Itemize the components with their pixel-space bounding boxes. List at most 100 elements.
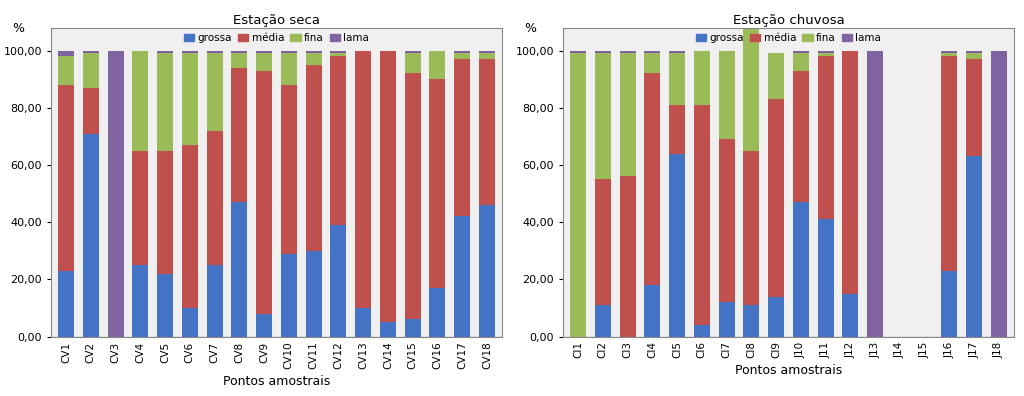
Bar — [966, 59, 982, 156]
Bar — [281, 254, 297, 337]
Bar — [743, 19, 760, 22]
Bar — [429, 79, 445, 288]
Bar — [620, 177, 636, 337]
Bar — [644, 74, 660, 285]
Bar — [479, 205, 495, 337]
Bar — [83, 133, 99, 337]
Bar — [281, 85, 297, 254]
Bar — [182, 51, 198, 53]
Bar — [83, 51, 99, 53]
Bar — [281, 51, 297, 53]
Bar — [157, 151, 173, 274]
Bar — [817, 53, 834, 56]
Bar — [843, 294, 858, 337]
Bar — [479, 59, 495, 205]
Bar — [256, 51, 272, 53]
Y-axis label: %: % — [524, 21, 537, 34]
Bar — [305, 251, 322, 337]
Bar — [305, 65, 322, 251]
Bar — [817, 51, 834, 53]
Bar — [817, 219, 834, 337]
Bar — [743, 151, 760, 305]
Bar — [182, 53, 198, 145]
Bar — [404, 51, 421, 53]
Bar — [256, 314, 272, 337]
Bar — [644, 53, 660, 74]
Bar — [620, 53, 636, 177]
Bar — [132, 151, 148, 265]
Bar — [331, 51, 346, 53]
Bar — [355, 308, 371, 337]
Bar — [281, 53, 297, 85]
Bar — [58, 51, 74, 56]
Bar — [157, 51, 173, 53]
Legend: grossa, média, fina, lama: grossa, média, fina, lama — [695, 33, 882, 43]
Bar — [207, 131, 222, 265]
Bar — [256, 53, 272, 70]
Bar — [719, 51, 734, 139]
Bar — [793, 51, 809, 53]
Bar — [694, 51, 710, 105]
Bar — [867, 51, 883, 337]
Bar — [743, 22, 760, 151]
Bar — [58, 56, 74, 85]
Bar — [331, 56, 346, 225]
Bar — [231, 53, 248, 68]
Bar — [231, 51, 248, 53]
Bar — [843, 51, 858, 294]
Bar — [231, 68, 248, 202]
Bar — [355, 51, 371, 308]
Bar — [793, 202, 809, 337]
Bar — [991, 51, 1007, 337]
Bar — [595, 305, 611, 337]
Bar — [719, 139, 734, 302]
Bar — [595, 51, 611, 53]
Bar — [454, 59, 470, 217]
Bar — [305, 51, 322, 53]
Bar — [966, 156, 982, 337]
Bar — [669, 105, 685, 154]
Bar — [768, 297, 784, 337]
Bar — [595, 53, 611, 179]
Bar — [429, 51, 445, 79]
Bar — [83, 88, 99, 133]
Bar — [380, 51, 396, 322]
Bar — [331, 53, 346, 56]
Title: Estação seca: Estação seca — [233, 13, 319, 27]
Bar — [941, 51, 957, 53]
Bar — [182, 308, 198, 337]
Bar — [719, 302, 734, 337]
Bar — [570, 53, 586, 337]
Bar — [644, 51, 660, 53]
Title: Estação chuvosa: Estação chuvosa — [732, 13, 845, 27]
Bar — [743, 305, 760, 337]
Bar — [207, 53, 222, 131]
Bar — [404, 74, 421, 320]
Bar — [694, 105, 710, 325]
Bar — [454, 53, 470, 59]
Bar — [207, 265, 222, 337]
Bar — [256, 70, 272, 314]
Bar — [380, 322, 396, 337]
Bar — [620, 51, 636, 53]
Bar — [58, 85, 74, 271]
Bar — [793, 70, 809, 202]
Bar — [404, 320, 421, 337]
Bar — [454, 51, 470, 53]
Bar — [108, 51, 124, 337]
Bar — [595, 179, 611, 305]
Bar — [157, 274, 173, 337]
Bar — [941, 271, 957, 337]
Bar — [644, 285, 660, 337]
Bar — [941, 53, 957, 56]
Bar — [132, 51, 148, 151]
Bar — [454, 217, 470, 337]
Bar — [479, 51, 495, 53]
Bar — [207, 51, 222, 53]
Y-axis label: %: % — [12, 21, 25, 34]
Bar — [157, 53, 173, 151]
Bar — [817, 56, 834, 219]
Legend: grossa, média, fina, lama: grossa, média, fina, lama — [183, 33, 370, 43]
Bar — [768, 53, 784, 99]
Bar — [669, 51, 685, 53]
